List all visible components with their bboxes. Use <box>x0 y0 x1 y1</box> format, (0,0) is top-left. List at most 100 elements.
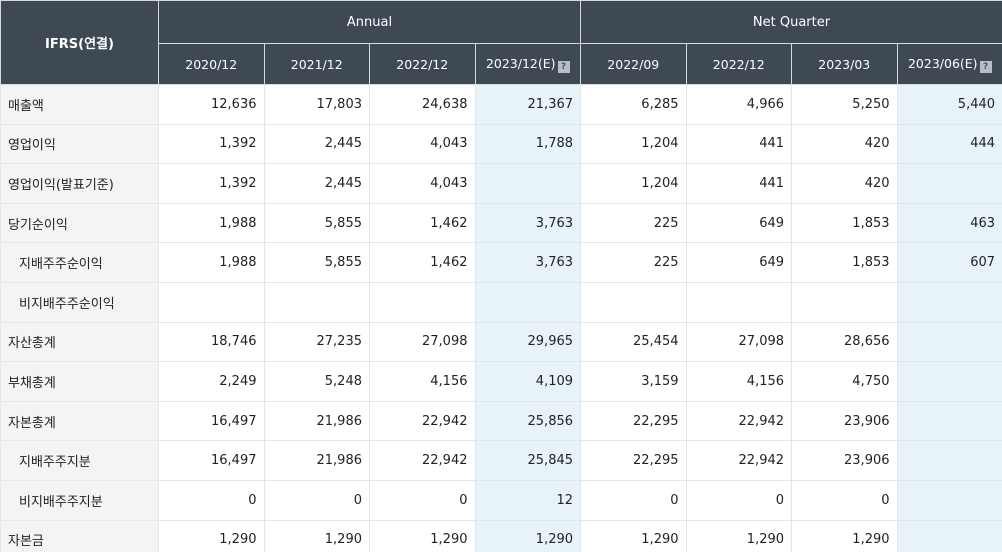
table-cell: 0 <box>263 479 370 521</box>
table-cell: 5,855 <box>263 202 370 244</box>
row-label[interactable]: 지배주주지분 <box>0 440 159 481</box>
period-label: 2023/06(E) <box>907 55 978 71</box>
period-label: 2022/12 <box>396 56 449 72</box>
table-cell: 24,638 <box>369 84 476 125</box>
table-cell: 5,855 <box>263 242 370 283</box>
table-cell <box>896 361 1002 402</box>
table-row: 자본금 1,290 1,290 1,290 1,290 1,290 1,290 1,290 <box>0 519 1002 552</box>
estimate-info-icon[interactable]: ? <box>557 60 570 73</box>
table-cell: 25,845 <box>474 440 582 481</box>
table-cell: 1,853 <box>791 242 898 283</box>
table-cell: 4,156 <box>369 361 476 402</box>
period-header: 2022/12 <box>685 43 793 85</box>
table-cell: 25,454 <box>580 321 687 363</box>
table-cell <box>896 321 1002 363</box>
period-header: 2021/12 <box>263 43 370 85</box>
table-cell: 4,043 <box>369 163 476 204</box>
table-cell <box>158 281 265 323</box>
table-cell: 4,750 <box>791 361 898 402</box>
row-label[interactable]: 부채총계 <box>0 361 159 402</box>
table-cell: 441 <box>685 123 793 165</box>
table-cell: 0 <box>369 479 476 521</box>
net-quarter-group-header: Net Quarter <box>580 0 1002 44</box>
table-cell: 0 <box>685 479 793 521</box>
table-cell: 649 <box>685 202 793 244</box>
row-label[interactable]: 지배주주순이익 <box>0 242 159 283</box>
row-label[interactable]: 자본금 <box>0 519 159 552</box>
annual-group-header: Annual <box>157 0 582 44</box>
table-cell: 444 <box>896 123 1002 165</box>
table-cell: 23,906 <box>791 440 898 481</box>
table-cell: 27,098 <box>369 321 476 363</box>
table-cell: 1,290 <box>580 519 687 552</box>
table-row: 매출액 12,636 17,803 24,638 21,367 6,285 4,966 5,2… <box>0 84 1002 125</box>
row-label[interactable]: 매출액 <box>0 84 159 125</box>
table-cell <box>474 281 582 323</box>
period-header: 2022/12 <box>369 43 476 85</box>
table-cell: 25,856 <box>474 400 582 442</box>
period-label: 2021/12 <box>290 56 343 72</box>
table-cell: 1,853 <box>791 202 898 244</box>
period-label: 2022/09 <box>607 56 660 72</box>
row-label[interactable]: 비지배주주지분 <box>0 479 159 521</box>
row-label[interactable]: 당기순이익 <box>0 202 159 244</box>
period-label: 2023/12(E) <box>485 55 556 71</box>
table-cell: 28,656 <box>791 321 898 363</box>
period-label: 2020/12 <box>185 56 238 72</box>
table-cell: 1,462 <box>369 202 476 244</box>
period-label: 2022/12 <box>712 56 765 72</box>
period-header: 2023/06(E)? <box>896 43 1002 85</box>
table-cell: 27,098 <box>685 321 793 363</box>
table-cell <box>474 163 582 204</box>
table-cell: 4,109 <box>474 361 582 402</box>
table-cell: 441 <box>685 163 793 204</box>
row-label[interactable]: 영업이익(발표기준) <box>0 163 159 204</box>
estimate-info-icon[interactable]: ? <box>979 60 992 73</box>
table-cell: 2,445 <box>263 123 370 165</box>
table-cell: 649 <box>685 242 793 283</box>
table-row: 자본총계 16,497 21,986 22,942 25,856 22,295 22,942… <box>0 400 1002 442</box>
table-cell: 225 <box>580 242 687 283</box>
table-cell: 0 <box>580 479 687 521</box>
table-cell: 3,763 <box>474 202 582 244</box>
table-cell: 6,285 <box>580 84 687 125</box>
table-cell <box>896 281 1002 323</box>
table-cell: 4,156 <box>685 361 793 402</box>
table-cell: 22,942 <box>685 400 793 442</box>
row-label[interactable]: 자산총계 <box>0 321 159 363</box>
row-label[interactable]: 영업이익 <box>0 123 159 165</box>
table-cell <box>896 479 1002 521</box>
table-cell: 21,986 <box>263 440 370 481</box>
table-cell <box>896 519 1002 552</box>
table-cell: 1,988 <box>158 202 265 244</box>
table-cell <box>369 281 476 323</box>
table-corner-header: IFRS(연결) <box>0 0 159 85</box>
table-cell: 1,290 <box>791 519 898 552</box>
table-cell: 225 <box>580 202 687 244</box>
table-cell: 18,746 <box>158 321 265 363</box>
table-cell: 3,763 <box>474 242 582 283</box>
table-cell: 463 <box>896 202 1002 244</box>
period-header: 2020/12 <box>158 43 265 85</box>
table-cell: 4,043 <box>369 123 476 165</box>
table-row: 지배주주지분 16,497 21,986 22,942 25,845 22,295 22,9… <box>0 440 1002 481</box>
table-cell: 5,250 <box>791 84 898 125</box>
row-label[interactable]: 자본총계 <box>0 400 159 442</box>
table-cell: 1,290 <box>158 519 265 552</box>
table-cell <box>580 281 687 323</box>
table-cell: 4,966 <box>685 84 793 125</box>
table-row: 영업이익 1,392 2,445 4,043 1,788 1,204 441 420 444 <box>0 123 1002 165</box>
row-label[interactable]: 비지배주주순이익 <box>0 281 159 323</box>
table-cell: 2,445 <box>263 163 370 204</box>
table-cell: 22,295 <box>580 440 687 481</box>
table-cell <box>896 163 1002 204</box>
table-cell: 21,367 <box>474 84 582 125</box>
table-cell: 22,942 <box>369 400 476 442</box>
table-cell: 1,290 <box>474 519 582 552</box>
table-row: 당기순이익 1,988 5,855 1,462 3,763 225 649 1,853 463 <box>0 202 1002 244</box>
table-cell <box>896 400 1002 442</box>
table-cell: 1,290 <box>369 519 476 552</box>
table-cell: 1,392 <box>158 123 265 165</box>
table-cell: 3,159 <box>580 361 687 402</box>
